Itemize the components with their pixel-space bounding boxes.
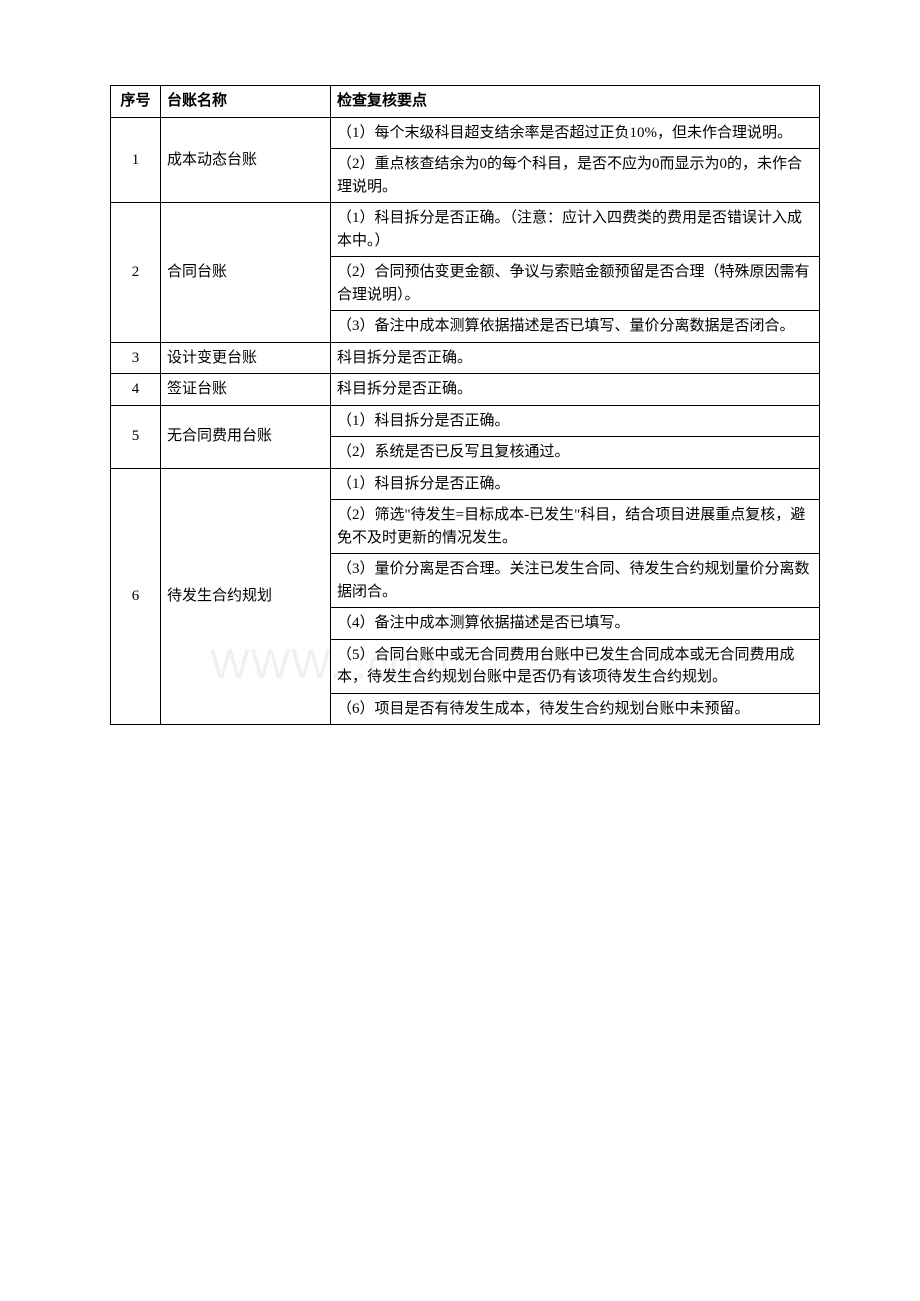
table-row: 5无合同费用台账（1）科目拆分是否正确。: [111, 405, 820, 437]
cell-name: 待发生合约规划: [161, 468, 331, 725]
cell-check: （1）科目拆分是否正确。: [331, 405, 820, 437]
cell-check: （2）重点核查结余为0的每个科目，是否不应为0而显示为0的，未作合理说明。: [331, 149, 820, 203]
table-header-row: 序号 台账名称 检查复核要点: [111, 86, 820, 118]
cell-check: （3）备注中成本测算依据描述是否已填写、量价分离数据是否闭合。: [331, 311, 820, 343]
cell-seq: 1: [111, 117, 161, 203]
table-row: 3设计变更台账科目拆分是否正确。: [111, 342, 820, 374]
cell-check: （3）量价分离是否合理。关注已发生合同、待发生合约规划量价分离数据闭合。: [331, 554, 820, 608]
cell-check: （2）系统是否已反写且复核通过。: [331, 437, 820, 469]
cell-check: 科目拆分是否正确。: [331, 374, 820, 406]
table-body: 1成本动态台账（1）每个末级科目超支结余率是否超过正负10%，但未作合理说明。（…: [111, 117, 820, 725]
cell-seq: 4: [111, 374, 161, 406]
cell-check: （1）科目拆分是否正确。: [331, 468, 820, 500]
cell-name: 无合同费用台账: [161, 405, 331, 468]
cell-name: 签证台账: [161, 374, 331, 406]
header-check: 检查复核要点: [331, 86, 820, 118]
cell-check: （2）合同预估变更金额、争议与索赔金额预留是否合理（特殊原因需有合理说明）。: [331, 257, 820, 311]
cell-check: （6）项目是否有待发生成本，待发生合约规划台账中未预留。: [331, 693, 820, 725]
ledger-check-table: 序号 台账名称 检查复核要点 1成本动态台账（1）每个末级科目超支结余率是否超过…: [110, 85, 820, 725]
cell-check: （1）科目拆分是否正确。（注意：应计入四费类的费用是否错误计入成本中。）: [331, 203, 820, 257]
table-row: 6待发生合约规划（1）科目拆分是否正确。: [111, 468, 820, 500]
cell-seq: 3: [111, 342, 161, 374]
cell-seq: 5: [111, 405, 161, 468]
cell-check: 科目拆分是否正确。: [331, 342, 820, 374]
header-seq: 序号: [111, 86, 161, 118]
table-row: 2合同台账（1）科目拆分是否正确。（注意：应计入四费类的费用是否错误计入成本中。…: [111, 203, 820, 257]
cell-name: 设计变更台账: [161, 342, 331, 374]
cell-name: 合同台账: [161, 203, 331, 343]
cell-seq: 6: [111, 468, 161, 725]
cell-check: （1）每个末级科目超支结余率是否超过正负10%，但未作合理说明。: [331, 117, 820, 149]
cell-check: （4）备注中成本测算依据描述是否已填写。: [331, 608, 820, 640]
cell-check: （2）筛选"待发生=目标成本-已发生"科目，结合项目进展重点复核，避免不及时更新…: [331, 500, 820, 554]
table-row: 4签证台账科目拆分是否正确。: [111, 374, 820, 406]
table-row: 1成本动态台账（1）每个末级科目超支结余率是否超过正负10%，但未作合理说明。: [111, 117, 820, 149]
cell-seq: 2: [111, 203, 161, 343]
cell-check: （5）合同台账中或无合同费用台账中已发生合同成本或无合同费用成本，待发生合约规划…: [331, 639, 820, 693]
cell-name: 成本动态台账: [161, 117, 331, 203]
header-name: 台账名称: [161, 86, 331, 118]
